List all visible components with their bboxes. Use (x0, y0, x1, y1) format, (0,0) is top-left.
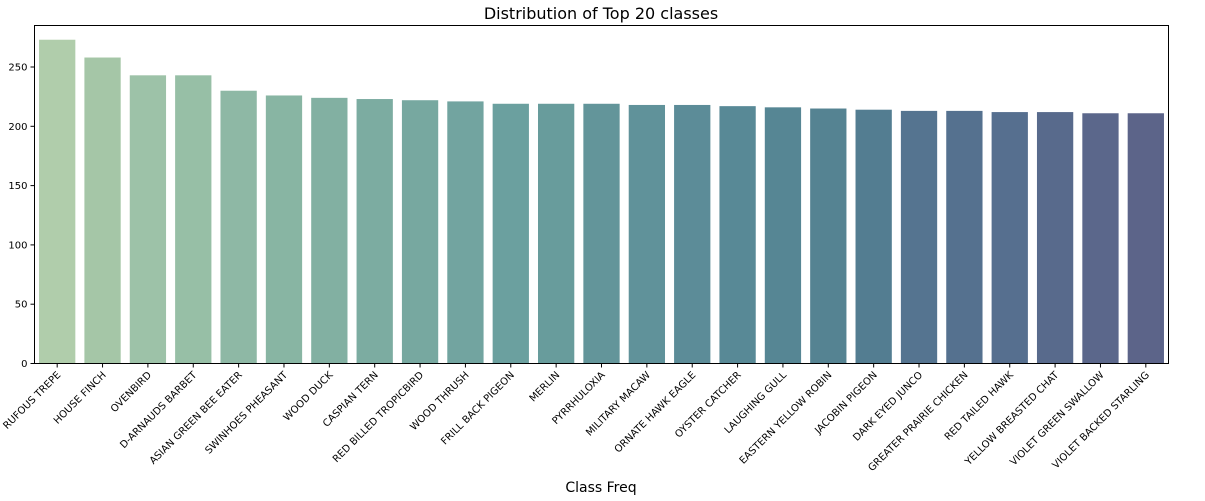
bar-3 (129, 75, 167, 364)
plot-frame (34, 25, 1169, 364)
bar-15 (674, 104, 711, 364)
bar-19 (855, 109, 892, 364)
bar-11 (492, 103, 529, 364)
bar-14 (628, 104, 666, 364)
bar-24 (1082, 113, 1119, 364)
bar-2 (84, 57, 121, 364)
bar-1 (39, 39, 76, 364)
bar-17 (764, 107, 802, 364)
x-tick-label: RED BILLED TROPICBIRD (331, 370, 426, 465)
x-tick-label: VIOLET GREEN SWALLOW (1008, 370, 1106, 468)
bar-25 (1127, 113, 1164, 364)
bar-6 (265, 95, 303, 364)
bar-20 (900, 110, 938, 364)
bar-12 (538, 103, 575, 364)
x-tick-label: SWINHOES PHEASANT (203, 369, 290, 456)
y-tick-label: 0 (21, 359, 27, 370)
bar-22 (991, 112, 1028, 364)
chart-title: Distribution of Top 20 classes (484, 4, 718, 23)
bar-9 (401, 100, 439, 364)
y-tick-label: 50 (15, 300, 28, 311)
y-tick-label: 150 (8, 181, 27, 192)
x-tick-label: EASTERN YELLOW ROBIN (738, 370, 835, 467)
x-tick-label: ORNATE HAWK EAGLE (613, 370, 699, 456)
bars-group (39, 39, 1164, 364)
x-tick-label: OVENBIRD (109, 370, 154, 415)
x-tick-label: D-ARNAUDS BARBET (118, 369, 200, 451)
y-tick-label: 100 (8, 240, 27, 251)
bar-18 (810, 108, 847, 364)
y-tick-label: 200 (8, 122, 27, 133)
x-axis-label: Class Freq (565, 480, 636, 496)
bar-21 (946, 110, 983, 364)
y-tick-label: 250 (8, 63, 27, 74)
bar-7 (311, 97, 348, 364)
x-tick-label: YELLOW BREASTED CHAT (963, 369, 1062, 468)
bar-8 (356, 99, 393, 364)
x-tick-label: ASIAN GREEN BEE EATER (148, 370, 245, 467)
x-tick-label: MERLIN (528, 370, 563, 405)
x-tick-label: RUFOUS TREPE (1, 370, 63, 432)
bar-5 (220, 90, 257, 364)
bar-10 (447, 101, 484, 364)
bar-13 (583, 103, 620, 364)
bar-23 (1036, 112, 1074, 364)
bar-16 (719, 106, 756, 364)
x-tick-label: VIOLET BACKED STARLING (1051, 370, 1152, 471)
y-axis-ticks: 0 50 100 150 200 250 (8, 63, 35, 370)
bar-4 (175, 75, 212, 364)
